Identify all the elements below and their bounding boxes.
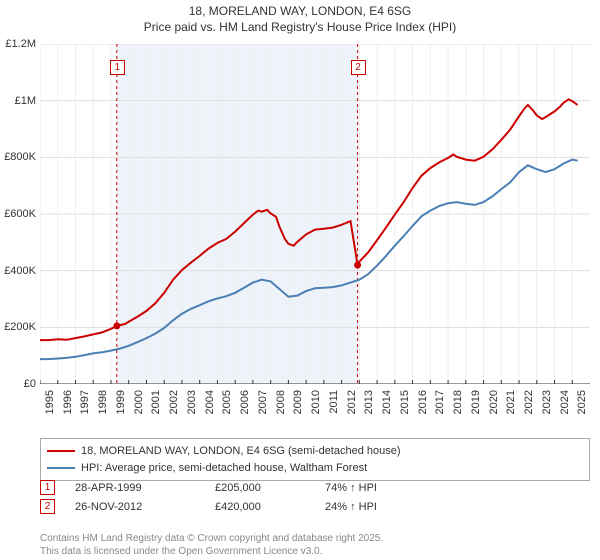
- title-line1: 18, MORELAND WAY, LONDON, E4 6SG: [0, 4, 600, 20]
- y-axis-labels: £0£200K£400K£600K£800K£1M£1.2M: [0, 44, 38, 384]
- x-tick-label: 1996: [62, 390, 74, 414]
- y-tick-label: £400K: [4, 265, 36, 277]
- x-tick-label: 2011: [328, 390, 340, 414]
- x-tick-label: 1997: [79, 390, 91, 414]
- legend-item: HPI: Average price, semi-detached house,…: [47, 460, 583, 477]
- x-tick-label: 2018: [452, 390, 464, 414]
- x-tick-label: 1998: [97, 390, 109, 414]
- y-tick-label: £600K: [4, 208, 36, 220]
- footer-line1: Contains HM Land Registry data © Crown c…: [40, 533, 383, 546]
- x-tick-label: 2017: [434, 390, 446, 414]
- event-row: 1 28-APR-1999 £205,000 74% ↑ HPI: [40, 480, 590, 495]
- y-tick-label: £0: [24, 378, 36, 390]
- event-hpi: 74% ↑ HPI: [325, 482, 377, 494]
- x-tick-label: 2022: [523, 390, 535, 414]
- x-tick-label: 2002: [168, 390, 180, 414]
- plot-area: 12: [40, 44, 590, 384]
- x-tick-label: 2014: [381, 390, 393, 414]
- x-tick-label: 2021: [505, 390, 517, 414]
- x-tick-label: 2007: [257, 390, 269, 414]
- y-tick-label: £200K: [4, 321, 36, 333]
- event-date: 28-APR-1999: [75, 482, 195, 494]
- x-tick-label: 2005: [221, 390, 233, 414]
- x-tick-label: 2020: [488, 390, 500, 414]
- event-dot: [113, 322, 120, 329]
- event-badge-inline: 1: [40, 480, 55, 495]
- event-badge: 1: [110, 60, 125, 75]
- chart-svg: [40, 44, 590, 384]
- title-line2: Price paid vs. HM Land Registry's House …: [0, 20, 600, 36]
- footer-line2: This data is licensed under the Open Gov…: [40, 546, 383, 559]
- event-price: £420,000: [215, 501, 305, 513]
- footer-attribution: Contains HM Land Registry data © Crown c…: [40, 533, 383, 558]
- x-tick-label: 2019: [470, 390, 482, 414]
- x-tick-label: 2016: [417, 390, 429, 414]
- x-tick-label: 2010: [310, 390, 322, 414]
- x-tick-label: 1995: [44, 390, 56, 414]
- x-tick-label: 2000: [133, 390, 145, 414]
- event-row: 2 26-NOV-2012 £420,000 24% ↑ HPI: [40, 499, 590, 514]
- y-tick-label: £1M: [15, 95, 36, 107]
- legend-item: 18, MORELAND WAY, LONDON, E4 6SG (semi-d…: [47, 443, 583, 460]
- x-axis-labels: 1995 1996 1997 1998 1999 2000 2001 2002 2003 2004…: [40, 386, 590, 436]
- legend: 18, MORELAND WAY, LONDON, E4 6SG (semi-d…: [40, 438, 590, 481]
- y-tick-label: £1.2M: [5, 38, 36, 50]
- legend-label: HPI: Average price, semi-detached house,…: [81, 460, 367, 477]
- x-tick-label: 2013: [363, 390, 375, 414]
- x-tick-label: 2009: [292, 390, 304, 414]
- legend-label: 18, MORELAND WAY, LONDON, E4 6SG (semi-d…: [81, 443, 401, 460]
- legend-swatch: [47, 450, 75, 452]
- x-tick-label: 2015: [399, 390, 411, 414]
- event-price: £205,000: [215, 482, 305, 494]
- x-tick-label: 1999: [115, 390, 127, 414]
- x-tick-label: 2008: [275, 390, 287, 414]
- x-tick-label: 2025: [576, 390, 588, 414]
- x-tick-label: 2001: [150, 390, 162, 414]
- y-tick-label: £800K: [4, 151, 36, 163]
- event-badge: 2: [351, 60, 366, 75]
- chart-title: 18, MORELAND WAY, LONDON, E4 6SG Price p…: [0, 0, 600, 35]
- x-tick-label: 2023: [541, 390, 553, 414]
- x-tick-label: 2012: [346, 390, 358, 414]
- event-badge-inline: 2: [40, 499, 55, 514]
- event-dot: [354, 262, 361, 269]
- x-tick-label: 2006: [239, 390, 251, 414]
- x-tick-label: 2024: [559, 390, 571, 414]
- event-hpi: 24% ↑ HPI: [325, 501, 377, 513]
- event-table: 1 28-APR-1999 £205,000 74% ↑ HPI 2 26-NOV-201…: [40, 480, 590, 518]
- legend-swatch: [47, 467, 75, 469]
- event-date: 26-NOV-2012: [75, 501, 195, 513]
- chart-container: 18, MORELAND WAY, LONDON, E4 6SG Price p…: [0, 0, 600, 560]
- x-tick-label: 2004: [204, 390, 216, 414]
- x-tick-label: 2003: [186, 390, 198, 414]
